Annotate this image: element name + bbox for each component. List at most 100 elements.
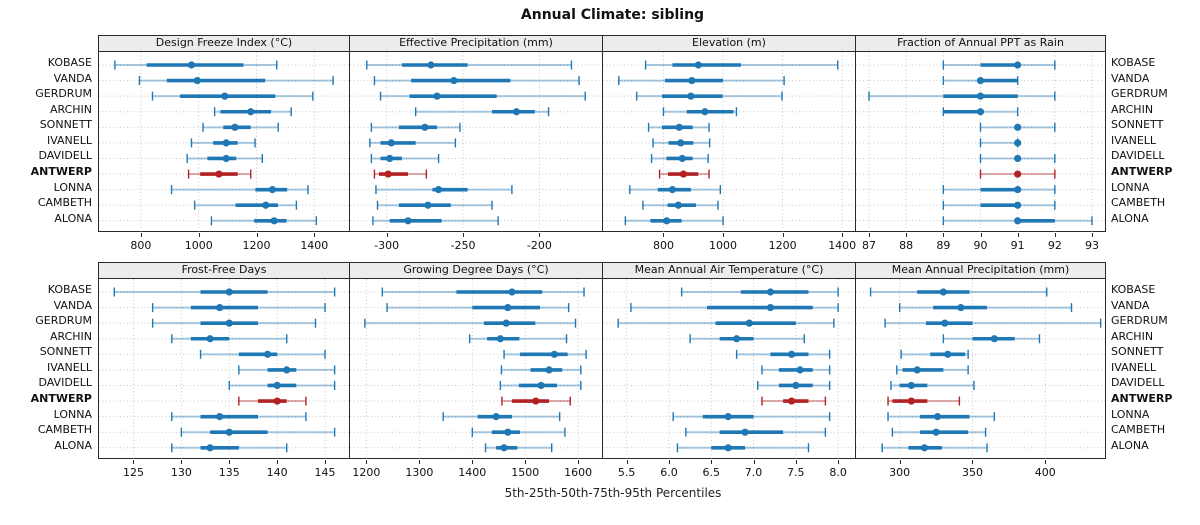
x-axis-frost-free-days: 125 130 135 140 145 — [98, 460, 350, 486]
row-label-left-archin: ARCHIN — [49, 329, 92, 343]
row-label-right-gerdrum: GERDRUM — [1111, 87, 1168, 101]
percentile-row-kobase — [114, 60, 278, 70]
x-tick-mark — [1045, 460, 1047, 464]
x-tick-label: 1000 — [709, 239, 738, 252]
percentile-row-kobase — [680, 287, 839, 297]
x-tick-label: 800 — [652, 239, 674, 252]
plot-frost-free-days — [99, 279, 349, 461]
percentile-row-antwerp — [887, 396, 961, 406]
plot-elevation-m — [603, 52, 855, 234]
percentile-row-archin — [414, 107, 550, 117]
plot-design-freeze-index-c — [99, 52, 349, 234]
percentiles-caption: 5th-25th-50th-75th-95th Percentiles — [504, 486, 722, 500]
x-tick-mark — [140, 233, 142, 237]
x-tick-mark — [325, 460, 327, 464]
x-tick-label: 7.5 — [787, 466, 805, 479]
row-labels-left: KOBASE VANDA GERDRUM ARCHIN SONNETT IVANELL DA… — [0, 262, 98, 459]
x-tick-mark — [943, 233, 945, 237]
percentile-row-sonnett — [735, 349, 831, 359]
x-tick-mark — [842, 233, 844, 237]
row-label-right-sonnett: SONNETT — [1111, 345, 1164, 359]
row-label-left-kobase: KOBASE — [47, 283, 92, 296]
percentile-row-gerdrum — [151, 91, 314, 101]
percentile-row-alona — [372, 216, 499, 226]
panel-title-design-freeze-index-c: Design Freeze Index (°C) — [99, 36, 349, 52]
horizontal-gridlines — [856, 291, 1105, 449]
panel-design-freeze-index-c: Design Freeze Index (°C) 800 1000 1200 1400 — [98, 35, 350, 252]
x-tick-label: 1000 — [184, 239, 213, 252]
x-tick-label: 1400 — [300, 239, 329, 252]
x-tick-label: -250 — [450, 239, 476, 252]
panel-mean-annual-precipitation-mm: Mean Annual Precipitation (mm) 300 350 400 — [855, 262, 1106, 479]
percentile-row-cambeth — [471, 427, 566, 437]
x-tick-mark — [711, 460, 713, 464]
x-tick-label: 300 — [889, 466, 911, 479]
percentile-row-gerdrum — [884, 318, 1102, 328]
percentile-row-gerdrum — [868, 91, 1056, 101]
horizontal-gridlines — [603, 64, 855, 222]
x-tick-label: 800 — [130, 239, 152, 252]
percentile-row-gerdrum — [364, 318, 577, 328]
percentile-row-alona — [942, 216, 1093, 226]
percentile-row-ivanell — [500, 365, 582, 375]
x-tick-mark — [972, 460, 974, 464]
percentile-row-antwerp — [979, 169, 1056, 179]
row-label-right-alona: ALONA — [1111, 211, 1149, 225]
x-tick-label: 87 — [862, 239, 876, 252]
percentile-row-lonna — [629, 185, 722, 195]
row-label-right-kobase: KOBASE — [1111, 283, 1156, 296]
percentile-row-archin — [662, 107, 738, 117]
x-axis-mean-annual-precipitation-mm: 300 350 400 — [855, 460, 1106, 486]
row-label-right-cambeth: CAMBETH — [1111, 196, 1166, 210]
x-tick-mark — [980, 233, 982, 237]
x-tick-mark — [723, 233, 725, 237]
x-tick-mark — [869, 233, 870, 237]
panel-title-effective-precipitation-mm: Effective Precipitation (mm) — [350, 36, 602, 52]
row-labels-right: KOBASE VANDA GERDRUM ARCHIN SONNETT IVANELL DA… — [1106, 35, 1197, 232]
percentile-row-ivanell — [896, 365, 969, 375]
x-tick-label: 5.5 — [617, 466, 636, 479]
percentile-row-lonna — [375, 185, 513, 195]
row-label-left-kobase: KOBASE — [47, 56, 92, 69]
percentile-row-davidell — [650, 153, 709, 163]
percentile-row-cambeth — [193, 200, 298, 210]
percentile-row-antwerp — [761, 396, 827, 406]
percentile-row-sonnett — [199, 349, 326, 359]
percentile-row-kobase — [113, 287, 336, 297]
percentile-row-lonna — [171, 412, 307, 422]
x-tick-mark — [198, 233, 200, 237]
row-label-left-lonna: LONNA — [53, 180, 92, 194]
x-tick-mark — [668, 460, 670, 464]
row-label-left-sonnett: SONNETT — [39, 345, 92, 359]
percentile-row-antwerp — [658, 169, 710, 179]
figure-title: Annual Climate: sibling — [520, 7, 705, 23]
percentile-row-sonnett — [202, 122, 279, 132]
row-label-right-lonna: LONNA — [1111, 180, 1150, 194]
x-axis-mean-annual-air-temperature-c: 5.5 6.0 6.5 7.0 7.5 8.0 — [602, 460, 856, 486]
row-label-left-cambeth: CAMBETH — [37, 423, 92, 437]
x-tick-mark — [277, 460, 279, 464]
plot-mean-annual-air-temperature-c — [603, 279, 855, 461]
x-tick-label: -300 — [374, 239, 400, 252]
percentile-row-ivanell — [369, 138, 457, 148]
x-tick-mark — [314, 233, 316, 237]
panel-title-frost-free-days: Frost-Free Days — [99, 263, 349, 279]
row-label-right-sonnett: SONNETT — [1111, 118, 1164, 132]
percentile-row-cambeth — [180, 427, 336, 437]
percentile-row-davidell — [757, 380, 831, 390]
x-tick-label: 1400 — [458, 466, 487, 479]
percentile-row-alona — [210, 216, 318, 226]
percentile-row-archin — [171, 334, 288, 344]
percentile-row-kobase — [366, 60, 573, 70]
percentile-row-alona — [676, 443, 810, 453]
panel-frost-free-days: Frost-Free Days 125 130 135 140 145 — [98, 262, 350, 479]
panel-title-mean-annual-precipitation-mm: Mean Annual Precipitation (mm) — [856, 263, 1105, 279]
percentile-row-cambeth — [376, 200, 493, 210]
row-label-right-kobase: KOBASE — [1111, 56, 1156, 69]
percentile-row-cambeth — [942, 200, 1056, 210]
percentile-row-antwerp — [373, 169, 428, 179]
x-tick-mark — [229, 460, 231, 464]
row-label-left-archin: ARCHIN — [49, 102, 92, 116]
percentile-row-cambeth — [642, 200, 719, 210]
